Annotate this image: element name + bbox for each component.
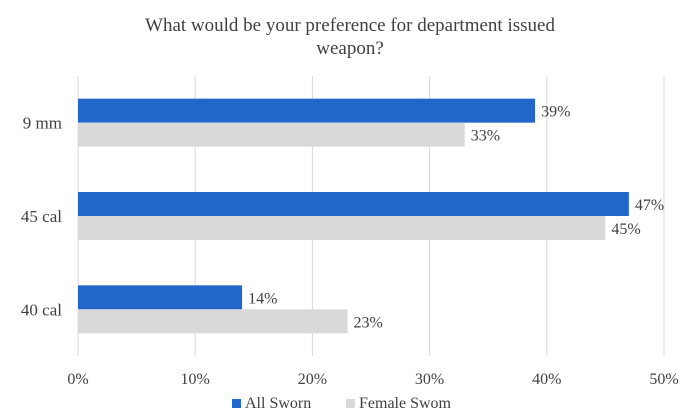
category-labels: 9 mm 45 cal 40 cal — [21, 114, 62, 320]
chart-title-line-1: What would be your preference for depart… — [145, 15, 555, 36]
legend-label: All Sworn — [245, 395, 311, 412]
legend: All Sworn Female Swom — [232, 395, 452, 412]
data-label: 23% — [354, 314, 383, 331]
x-tick-label: 40% — [532, 371, 561, 388]
data-label: 14% — [248, 290, 277, 307]
category-label: 9 mm — [23, 114, 62, 133]
category-label: 45 cal — [21, 207, 62, 226]
x-tick-label: 20% — [298, 371, 327, 388]
bar — [78, 285, 243, 310]
chart-title-line-2: weapon? — [316, 38, 384, 59]
x-axis-ticks: 0% 10% 20% 30% 40% 50% — [67, 371, 678, 388]
category-label: 40 cal — [21, 300, 62, 319]
data-label: 45% — [611, 221, 640, 238]
data-label: 47% — [635, 197, 664, 214]
x-tick-label: 10% — [181, 371, 210, 388]
bar — [78, 309, 348, 334]
bar — [78, 98, 536, 123]
data-label: 39% — [541, 104, 570, 121]
legend-swatch — [232, 399, 241, 408]
data-label: 33% — [471, 128, 500, 145]
bar — [78, 192, 629, 216]
bars: 39% 33% 47% 45% 14% 23% — [78, 98, 664, 334]
bar — [78, 216, 606, 240]
x-tick-label: 0% — [67, 371, 88, 388]
bar — [78, 122, 465, 147]
x-tick-label: 30% — [415, 371, 444, 388]
legend-label: Female Swom — [359, 395, 452, 412]
legend-swatch — [346, 399, 355, 408]
x-tick-label: 50% — [649, 371, 678, 388]
